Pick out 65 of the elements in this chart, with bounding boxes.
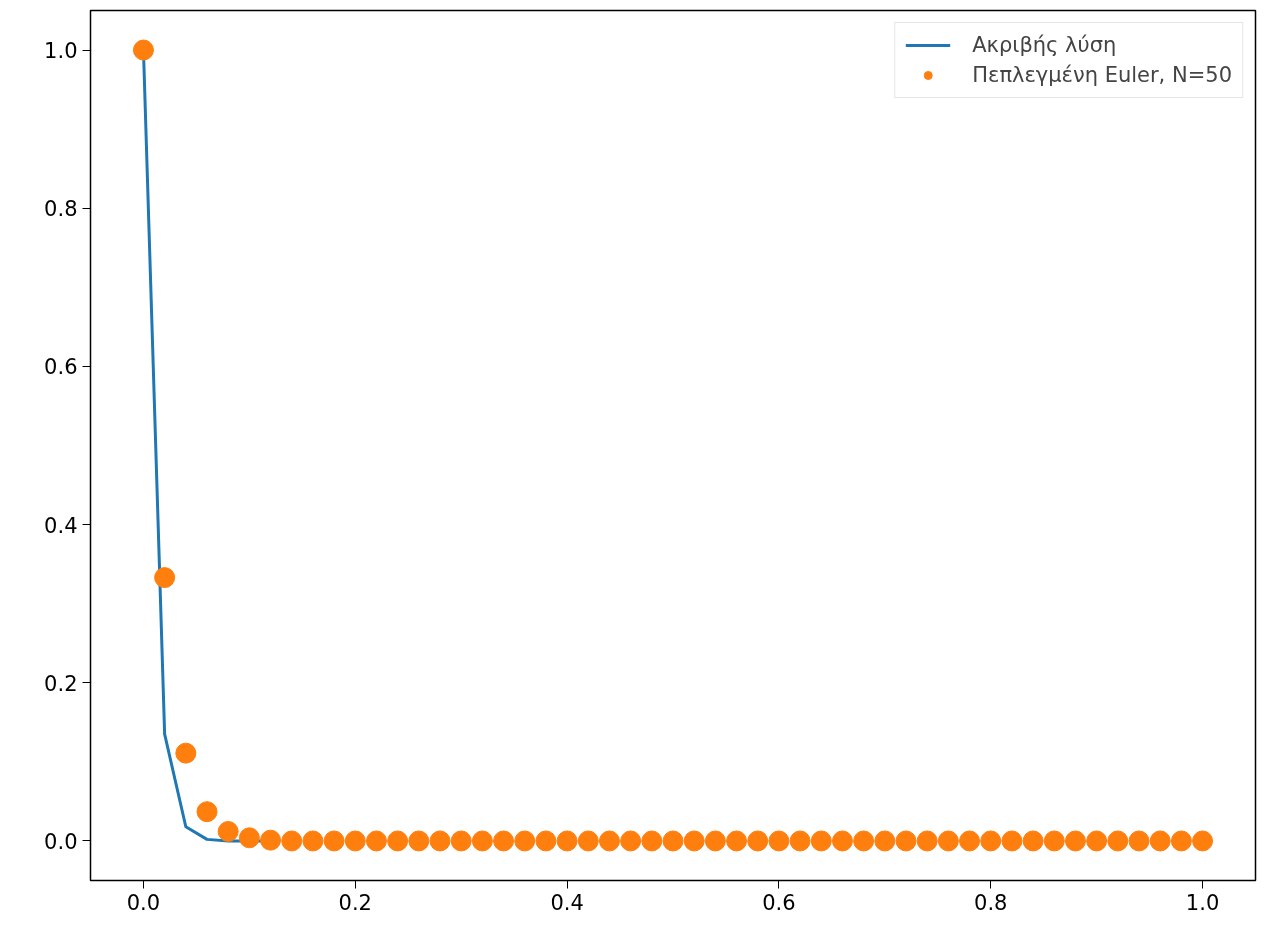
point <box>726 830 748 852</box>
point <box>620 830 642 852</box>
point <box>175 742 197 764</box>
point <box>1170 830 1192 852</box>
point <box>874 830 896 852</box>
point <box>1149 830 1171 852</box>
point <box>747 830 769 852</box>
point <box>662 830 684 852</box>
point <box>853 830 875 852</box>
y-tick-label: 0.6 <box>44 355 78 380</box>
y-tick-label: 0.2 <box>44 671 78 696</box>
point <box>768 830 790 852</box>
point <box>556 830 578 852</box>
point <box>980 830 1002 852</box>
point <box>1192 830 1214 852</box>
point <box>471 830 493 852</box>
y-tick-label: 0.0 <box>44 829 78 854</box>
point <box>959 830 981 852</box>
point <box>323 830 345 852</box>
point <box>1043 830 1065 852</box>
point <box>238 827 260 849</box>
point <box>302 830 324 852</box>
point <box>196 801 218 823</box>
point <box>344 830 366 852</box>
point <box>683 830 705 852</box>
point <box>1001 830 1023 852</box>
point <box>789 830 811 852</box>
point <box>408 830 430 852</box>
point <box>260 829 282 851</box>
point <box>429 830 451 852</box>
y-tick-label: 0.8 <box>44 197 78 222</box>
legend-label: Ακριβής λύση <box>972 33 1117 57</box>
point <box>281 830 303 852</box>
point <box>895 830 917 852</box>
point <box>831 830 853 852</box>
point <box>154 567 176 589</box>
x-tick-label: 0.4 <box>550 890 584 915</box>
point <box>641 830 663 852</box>
x-tick-label: 0.6 <box>762 890 796 915</box>
y-tick-label: 0.4 <box>44 513 78 538</box>
point <box>132 39 154 61</box>
point <box>1064 830 1086 852</box>
point <box>577 830 599 852</box>
point <box>1022 830 1044 852</box>
point <box>810 830 832 852</box>
x-tick-label: 1.0 <box>1185 890 1220 915</box>
legend-label: Πεπλεγμένη Euler, N=50 <box>972 63 1232 87</box>
point <box>937 830 959 852</box>
point <box>535 830 557 852</box>
point <box>704 830 726 852</box>
y-tick-label: 1.0 <box>44 39 78 64</box>
point <box>514 830 536 852</box>
x-tick-label: 0.8 <box>974 890 1008 915</box>
x-tick-label: 0.0 <box>126 890 161 915</box>
point <box>217 820 239 842</box>
point <box>493 830 515 852</box>
point <box>598 830 620 852</box>
point <box>1128 830 1150 852</box>
point <box>1086 830 1108 852</box>
point <box>450 830 472 852</box>
x-tick-label: 0.2 <box>338 890 372 915</box>
point <box>916 830 938 852</box>
point <box>387 830 409 852</box>
point <box>365 830 387 852</box>
point <box>1107 830 1129 852</box>
